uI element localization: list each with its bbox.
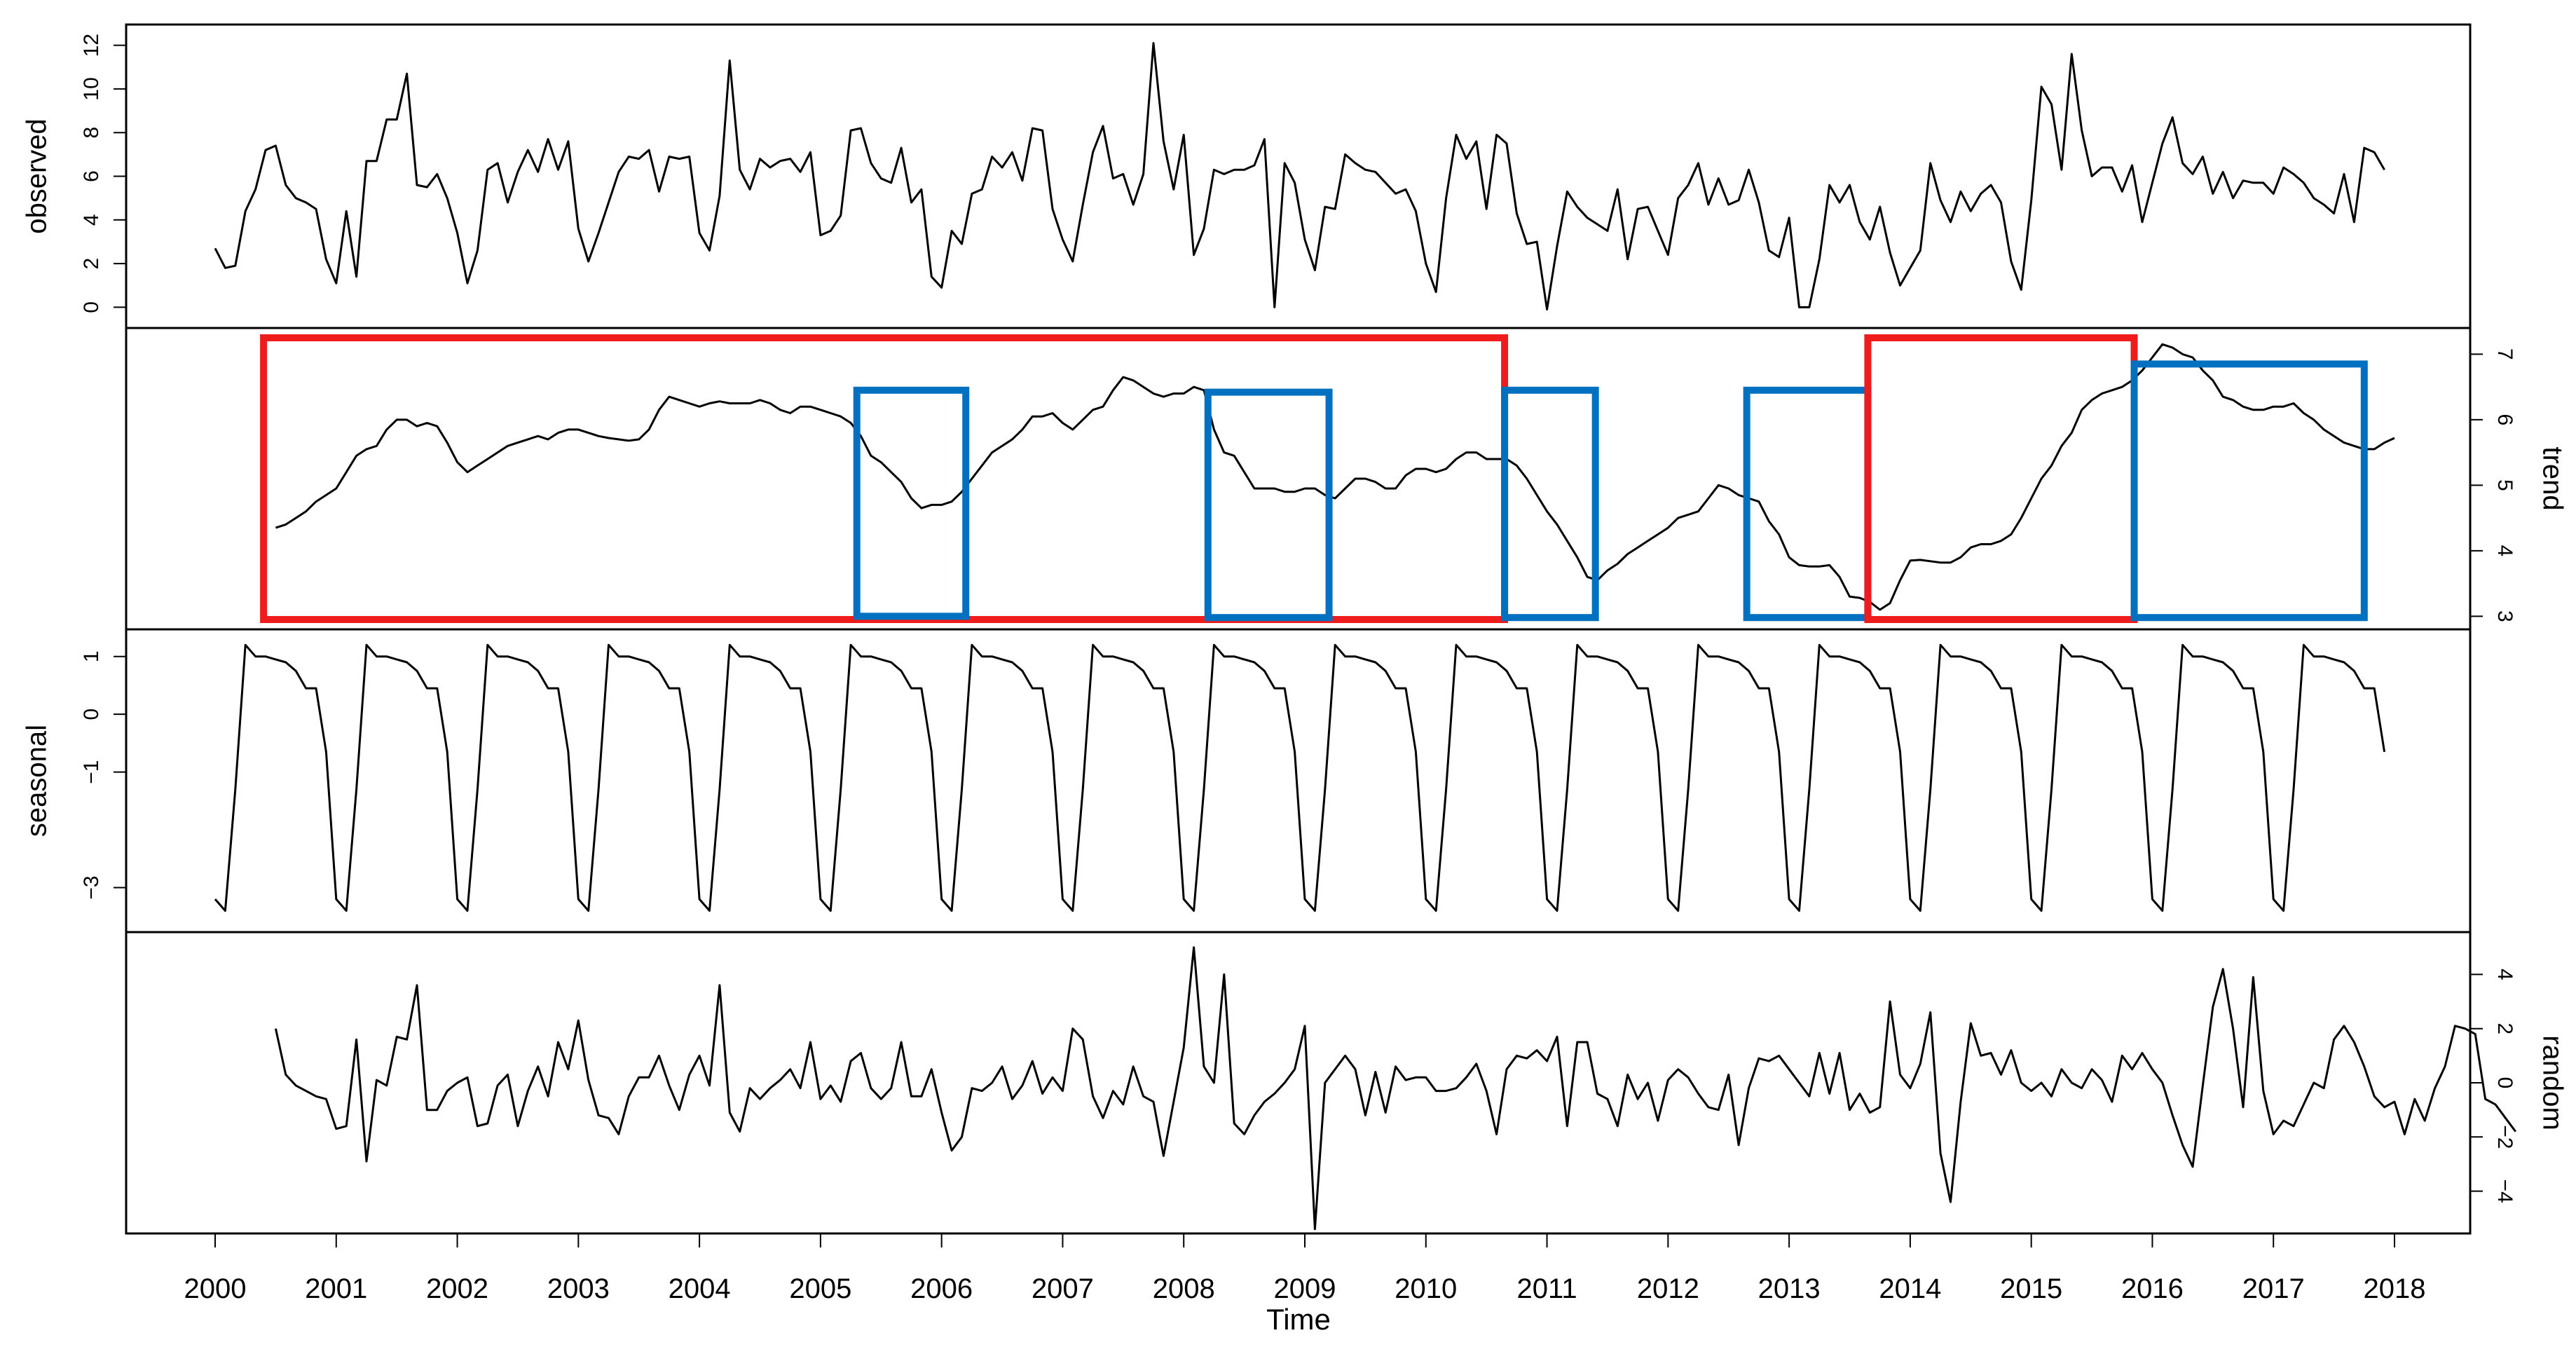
blue-highlight-box [1204, 388, 1333, 622]
y-tick-label-random: 4 [2493, 969, 2516, 980]
series-line-seasonal [214, 643, 2386, 912]
series-line-observed [214, 42, 2385, 310]
x-tick-label: 2018 [2364, 1273, 2426, 1304]
y-tick-label-observed: 2 [80, 258, 103, 270]
y-tick-label-random: −2 [2493, 1125, 2516, 1149]
y-tick-label-observed: 0 [80, 301, 103, 313]
x-tick-label: 2015 [2000, 1273, 2062, 1304]
y-tick-label-observed: 8 [80, 127, 103, 139]
x-tick-label: 2006 [910, 1273, 973, 1304]
y-tick-label-seasonal: −1 [80, 760, 103, 784]
panel-frame-random [125, 931, 2472, 1235]
y-tick-label-observed: 12 [80, 34, 103, 57]
panel-frame-trend [125, 327, 2472, 631]
y-tick-label-seasonal: −3 [80, 875, 103, 899]
y-tick-label-seasonal: 1 [80, 650, 103, 662]
y-tick-label-trend: 4 [2493, 545, 2516, 556]
blue-highlight-box [1501, 386, 1599, 622]
x-tick-label: 2013 [1758, 1273, 1821, 1304]
x-tick-label: 2008 [1153, 1273, 1215, 1304]
x-tick-label: 2017 [2242, 1273, 2305, 1304]
blue-highlight-box [853, 386, 970, 620]
y-tick-label-trend: 5 [2493, 479, 2516, 491]
y-tick-label-observed: 4 [80, 214, 103, 226]
y-tick-label-random: 0 [2493, 1077, 2516, 1089]
x-axis-title: Time [1266, 1303, 1331, 1336]
y-tick-label-trend: 7 [2493, 348, 2516, 360]
x-tick-label: 2004 [669, 1273, 731, 1304]
x-tick-label: 2001 [305, 1273, 367, 1304]
panel-frame-observed [125, 23, 2472, 329]
y-tick-label-observed: 10 [80, 77, 103, 100]
x-tick-label: 2003 [547, 1273, 610, 1304]
x-tick-label: 2011 [1517, 1273, 1577, 1304]
panel-label-seasonal: seasonal [22, 725, 53, 837]
x-tick-label: 2009 [1274, 1273, 1336, 1304]
y-tick-label-random: −4 [2493, 1180, 2516, 1203]
series-line-random [274, 946, 2517, 1231]
series-lines [214, 42, 2517, 1231]
x-tick-label: 2016 [2121, 1273, 2184, 1304]
annotation-boxes [260, 334, 2368, 623]
x-tick-label: 2007 [1032, 1273, 1094, 1304]
y-tick-label-seasonal: 0 [80, 709, 103, 720]
y-tick-label-observed: 6 [80, 170, 103, 182]
x-tick-label: 2012 [1637, 1273, 1699, 1304]
blue-highlight-box [2130, 360, 2368, 622]
x-tick-label: 2000 [184, 1273, 247, 1304]
y-tick-label-random: 2 [2493, 1023, 2516, 1034]
panel-label-random: random [2537, 1035, 2568, 1130]
series-line-trend [275, 343, 2395, 611]
x-tick-label: 2005 [789, 1273, 851, 1304]
x-tick-label: 2010 [1395, 1273, 1457, 1304]
panel-label-observed: observed [22, 118, 53, 234]
panel-label-trend: trend [2537, 446, 2568, 510]
y-tick-label-trend: 6 [2493, 414, 2516, 426]
x-tick-label: 2014 [1879, 1273, 1941, 1304]
x-tick-label: 2002 [426, 1273, 488, 1304]
y-tick-label-trend: 3 [2493, 610, 2516, 622]
axes: 0 2 4 6 8 10 12 observed 3 4 5 6 7 trend −3 −1 0 1 seasona… [22, 34, 2568, 1304]
red-highlight-box [260, 334, 1509, 623]
blue-highlight-box [1743, 386, 1872, 622]
red-highlight-box [1864, 334, 2138, 623]
